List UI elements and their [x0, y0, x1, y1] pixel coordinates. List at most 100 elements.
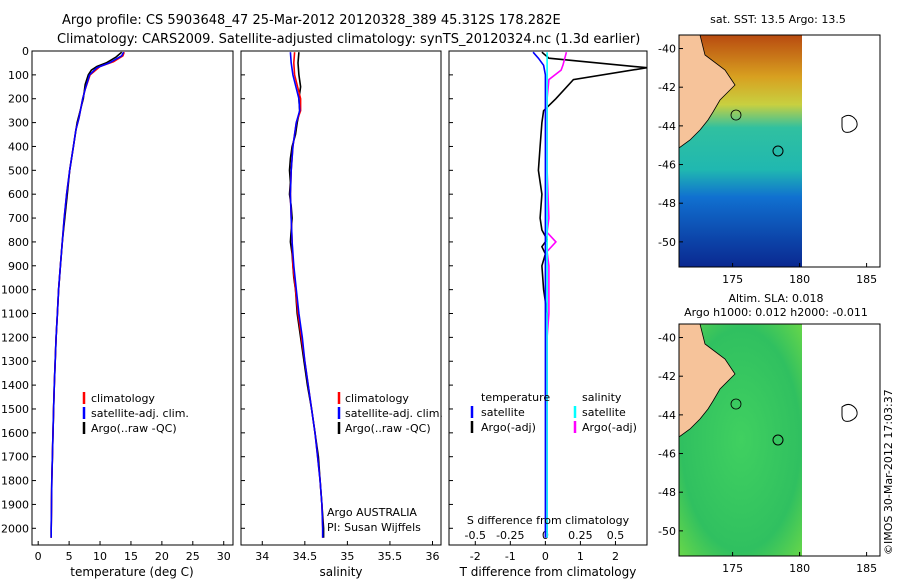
x-tick-label: 25 — [186, 550, 200, 563]
y-tick-label: 1700 — [1, 451, 29, 464]
temperature-lines — [50, 51, 125, 538]
argo-position-marker — [772, 434, 784, 446]
x-tick-label: 34 — [255, 550, 269, 563]
y-tick-label: 1400 — [1, 379, 29, 392]
salinity-legend: climatology satellite-adj. clim. Argo(..… — [337, 392, 443, 435]
header-line2: Climatology: CARS2009. Satellite-adjuste… — [57, 32, 640, 47]
sla-map-frame — [678, 323, 881, 557]
y-tick-label: 0 — [22, 45, 29, 58]
y-tick-label: 600 — [8, 188, 29, 201]
land-mass — [678, 323, 736, 438]
series-line-blue — [532, 51, 547, 538]
salinity-panel: 34 34.5 35 35.5 36 salinity climatology sate… — [240, 50, 443, 579]
salinity-ticks: 34 34.5 35 35.5 36 — [241, 50, 439, 563]
temperature-ticks: 0 5 10 15 20 25 300100200300400500600700800900… — [1, 45, 231, 563]
legend-label-satellite-clim: satellite-adj. clim. — [91, 407, 189, 420]
s-diff-tick-label: -0.5 — [465, 529, 486, 542]
x-tick-label: 5 — [66, 550, 73, 563]
difference-panel: -2 -1 0 1 2-0.5 -0.25 0 0.25 0.5 T difference fr… — [448, 50, 648, 579]
lat-tick-label: -48 — [658, 486, 676, 499]
sla-map-title-1: Altim. SLA: 0.018 — [728, 292, 823, 305]
y-tick-label: 1500 — [1, 403, 29, 416]
sst-map-ticks: 175 180 185 -40 -42 -44 -46 -48 -50 — [658, 43, 877, 286]
legend-salinity-title: salinity — [582, 391, 622, 404]
legend-label-t-argo: Argo(-adj) — [481, 421, 536, 434]
salinity-plot-frame — [240, 50, 442, 546]
lat-tick-label: -40 — [658, 43, 676, 56]
lon-tick-label: 180 — [789, 562, 810, 575]
y-tick-label: 1100 — [1, 308, 29, 321]
lon-tick-label: 175 — [722, 273, 743, 286]
copyright-stamp: ©IMOS 30-Mar-2012 17:03:37 — [882, 389, 895, 555]
y-tick-label: 1300 — [1, 355, 29, 368]
lat-tick-label: -44 — [658, 120, 676, 133]
island-outline — [841, 114, 858, 133]
salinity-lines — [288, 52, 325, 538]
lat-tick-label: -50 — [658, 236, 676, 249]
island-outline — [841, 403, 858, 422]
difference-legend: temperature satellite Argo(-adj) salinit… — [470, 391, 637, 434]
difference-plot-frame — [448, 50, 648, 546]
x-tick-label: 20 — [155, 550, 169, 563]
lat-tick-label: -40 — [658, 332, 676, 345]
lat-tick-label: -46 — [658, 448, 676, 461]
sla-map-ticks: 175 180 185 -40 -42 -44 -46 -48 -50 — [658, 332, 877, 575]
x-tick-label: -2 — [470, 550, 481, 563]
lon-tick-label: 185 — [856, 273, 877, 286]
s-diff-tick-label: 0.5 — [607, 529, 625, 542]
y-tick-label: 700 — [8, 212, 29, 225]
pi-annotation: PI: Susan Wijffels — [327, 521, 421, 534]
s-diff-tick-label: 0.25 — [568, 529, 593, 542]
temperature-panel: 0 5 10 15 20 25 300100200300400500600700800900… — [1, 45, 234, 579]
x-tick-label: 36 — [425, 550, 439, 563]
y-tick-label: 800 — [8, 236, 29, 249]
difference-ticks: -2 -1 0 1 2-0.5 -0.25 0 0.25 0.5 — [449, 50, 625, 563]
lat-tick-label: -44 — [658, 409, 676, 422]
y-tick-label: 1900 — [1, 498, 29, 511]
sla-map: Altim. SLA: 0.018 Argo h1000: 0.012 h200… — [658, 292, 881, 575]
lat-tick-label: -42 — [658, 81, 676, 94]
legend-label-s-satellite: satellite — [582, 406, 626, 419]
y-tick-label: 400 — [8, 140, 29, 153]
lon-tick-label: 185 — [856, 562, 877, 575]
y-tick-label: 1600 — [1, 427, 29, 440]
y-tick-label: 500 — [8, 164, 29, 177]
x-tick-label: 2 — [612, 550, 619, 563]
legend-label-s-argo: Argo(-adj) — [582, 421, 637, 434]
temperature-legend: climatology satellite-adj. clim. Argo(..… — [82, 392, 189, 435]
map-feature-marker — [730, 398, 742, 410]
sla-no-data — [802, 324, 880, 556]
sst-no-data — [802, 35, 880, 267]
y-tick-label: 1800 — [1, 475, 29, 488]
sst-map: sat. SST: 13.5 Argo: 13.5 175 180 185 -40 -4… — [658, 13, 881, 286]
y-tick-label: 2000 — [1, 522, 29, 535]
x-tick-label: 1 — [577, 550, 584, 563]
lon-tick-label: 180 — [789, 273, 810, 286]
y-tick-label: 900 — [8, 260, 29, 273]
x-tick-label: 30 — [217, 550, 231, 563]
y-tick-label: 100 — [8, 69, 29, 82]
salinity-xlabel: salinity — [319, 565, 362, 579]
y-tick-label: 200 — [8, 93, 29, 106]
lon-tick-label: 175 — [722, 562, 743, 575]
header-line1: Argo profile: CS 5903648_47 25-Mar-2012 … — [62, 13, 561, 28]
lat-tick-label: -42 — [658, 370, 676, 383]
sst-map-frame — [678, 34, 881, 268]
series-line-blue — [289, 52, 324, 538]
legend-label-argo: Argo(..raw -QC) — [345, 422, 431, 435]
y-tick-label: 1200 — [1, 331, 29, 344]
map-feature-marker — [730, 109, 742, 121]
platform-annotation: Argo AUSTRALIA — [327, 506, 417, 519]
sla-map-title-2: Argo h1000: 0.012 h2000: -0.011 — [684, 306, 868, 319]
y-tick-label: 1000 — [1, 284, 29, 297]
lat-tick-label: -46 — [658, 159, 676, 172]
temperature-plot-frame — [31, 50, 234, 546]
x-tick-label: 0 — [35, 550, 42, 563]
land-mass — [678, 34, 736, 149]
legend-label-argo: Argo(..raw -QC) — [91, 422, 177, 435]
x-tick-label: 35 — [340, 550, 354, 563]
legend-label-climatology: climatology — [91, 392, 155, 405]
argo-position-marker — [772, 145, 784, 157]
x-tick-label: 0 — [542, 550, 549, 563]
